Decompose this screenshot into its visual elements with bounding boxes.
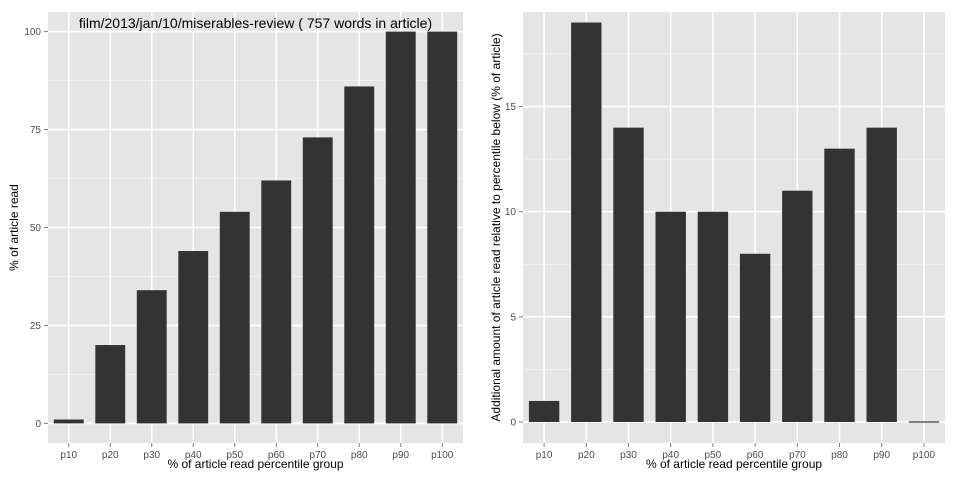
y-tick-label: 75 (30, 125, 42, 136)
x-tick-label: p40 (185, 450, 202, 461)
x-tick-label: p60 (268, 450, 285, 461)
bar-p10 (528, 400, 560, 422)
x-tick-label: p100 (431, 450, 454, 461)
x-tick-label: p80 (831, 450, 848, 461)
x-tick-label: p40 (662, 450, 679, 461)
x-tick-label: p50 (226, 450, 243, 461)
y-tick-label: 25 (30, 321, 42, 332)
bar-p90 (866, 127, 897, 422)
x-axis-label: % of article read percentile group (167, 457, 343, 471)
y-axis-label: % of article read (7, 184, 21, 271)
chart-panel-2: 0 5 10 15 p10 p20 p30 p40 p50 p60 p70 p80 p90 p100 % o… (489, 12, 945, 471)
bar-p100 (908, 421, 940, 423)
x-tick-label: p10 (60, 450, 77, 461)
bar-p80 (824, 148, 855, 422)
x-tick-label: p90 (392, 450, 409, 461)
x-axis-label: % of article read percentile group (646, 457, 822, 471)
y-tick-label: 50 (30, 223, 42, 234)
bar-p30 (136, 290, 167, 424)
bar-p20 (571, 22, 602, 422)
bar-p70 (782, 190, 813, 422)
y-tick-label: 5 (510, 312, 516, 323)
bar-p40 (178, 251, 209, 424)
x-tick-label: p10 (536, 450, 553, 461)
bar-p50 (697, 211, 729, 422)
y-tick-label: 15 (505, 102, 517, 113)
x-tick-label: p70 (309, 450, 326, 461)
x-tick-label: p20 (102, 450, 119, 461)
x-tick-label: p30 (143, 450, 160, 461)
bar-p90 (385, 31, 416, 424)
bar-p40 (655, 211, 686, 422)
x-tick-label: p20 (578, 450, 595, 461)
bar-p50 (219, 211, 250, 424)
bar-p80 (344, 86, 375, 424)
y-tick-label: 100 (24, 27, 41, 38)
x-tick-label: p60 (747, 450, 764, 461)
chart-title: film/2013/jan/10/miserables-review ( 757… (79, 15, 432, 31)
bar-p100 (427, 31, 458, 424)
y-tick-label: 0 (35, 419, 41, 430)
bar-p30 (613, 127, 644, 422)
y-tick-label: 0 (510, 417, 516, 428)
y-tick-label: 10 (505, 207, 517, 218)
y-axis-label: Additional amount of article read relati… (489, 33, 503, 421)
x-tick-label: p90 (873, 450, 890, 461)
bar-p20 (95, 345, 126, 424)
bar-p10 (53, 419, 84, 424)
bar-p60 (261, 180, 292, 424)
x-tick-label: p70 (789, 450, 806, 461)
chart-panel-1: 0 25 50 75 100 p10 p20 p30 p40 p50 p60 p70 p80 p90 p10… (7, 12, 463, 471)
bar-p70 (302, 137, 333, 424)
bar-p60 (739, 253, 771, 422)
x-tick-label: p80 (351, 450, 368, 461)
x-tick-label: p50 (705, 450, 722, 461)
x-tick-label: p100 (913, 450, 936, 461)
x-tick-label: p30 (620, 450, 637, 461)
